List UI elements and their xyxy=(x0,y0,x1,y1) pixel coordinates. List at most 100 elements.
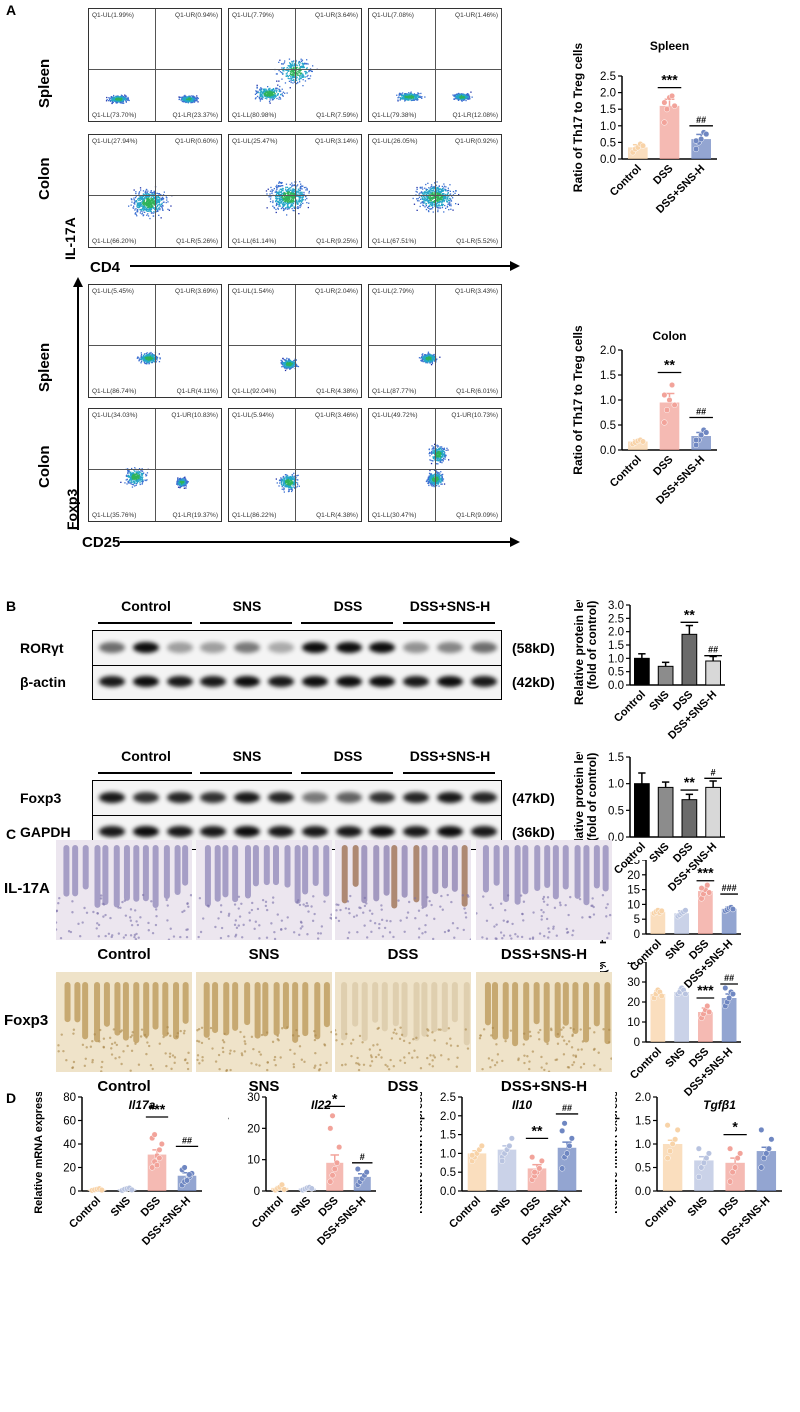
tissue-cell xyxy=(540,908,543,912)
tissue-cell xyxy=(335,1039,338,1042)
y-axis-label: Relative mRNA expression xyxy=(228,1092,229,1214)
tissue-cell xyxy=(223,1032,226,1036)
row-label-spleen: Spleen xyxy=(36,58,53,108)
tissue-cell xyxy=(187,905,190,908)
y-tick-label: 0 xyxy=(634,929,640,941)
tissue-cell xyxy=(109,916,112,920)
tissue-cell xyxy=(380,1056,383,1059)
tissue-crypt xyxy=(173,982,180,1040)
bar-chart: Spleen Ratio of Th17 to Treg cells 0.0 0.5 1… xyxy=(571,39,717,216)
tissue-cell xyxy=(96,911,99,915)
significance-mark: * xyxy=(732,1119,738,1135)
data-point xyxy=(706,889,713,896)
tissue-cell xyxy=(345,1032,348,1036)
chart-title: Il22 xyxy=(311,1098,331,1112)
data-point xyxy=(672,1136,679,1143)
tissue-cell xyxy=(413,897,417,900)
bar xyxy=(659,402,680,450)
blot-band xyxy=(301,642,328,653)
tissue-cell xyxy=(211,1047,214,1050)
blot-group-label: SNS xyxy=(232,748,262,764)
data-point xyxy=(663,106,670,113)
quadrant-label-ll: Q1-LL(80.98%) xyxy=(232,112,277,119)
tissue-crypt xyxy=(292,982,299,1043)
tissue-cell xyxy=(392,1065,396,1068)
tissue-cell xyxy=(273,937,277,940)
tissue-cell xyxy=(266,1061,269,1064)
data-point xyxy=(566,1142,573,1149)
tissue-cell xyxy=(244,1042,247,1046)
blot-band xyxy=(200,792,227,803)
tissue-cell xyxy=(122,1050,125,1053)
y-tick-label: 0.5 xyxy=(608,667,624,679)
tissue-cell xyxy=(522,1043,525,1046)
bar xyxy=(628,147,648,159)
y-tick-label: 5 xyxy=(634,914,640,926)
tissue-cell xyxy=(185,935,189,939)
gate-line-vertical xyxy=(155,9,156,121)
tissue-cell xyxy=(376,1043,379,1046)
blot-band xyxy=(166,792,193,803)
tissue-cell xyxy=(292,931,296,934)
tissue-cell xyxy=(593,1031,596,1034)
tissue-cell xyxy=(565,1042,568,1046)
quadrant-label-lr: Q1-LR(23.37%) xyxy=(172,112,218,119)
data-point xyxy=(734,1155,741,1162)
tissue-cell xyxy=(414,917,417,920)
data-point xyxy=(703,429,710,436)
y-axis-label: Relative protein level(fold of control) xyxy=(572,600,599,705)
tissue-cell xyxy=(248,919,252,922)
blot-band xyxy=(335,826,362,837)
blot-band xyxy=(335,642,362,653)
tissue-cell xyxy=(305,901,309,905)
tissue-cell xyxy=(356,930,359,934)
tissue-cell xyxy=(407,900,411,904)
tissue-cell xyxy=(528,1030,532,1033)
tissue-cell xyxy=(426,1034,429,1037)
tissue-cell xyxy=(182,1032,186,1035)
tissue-cell xyxy=(57,1044,60,1047)
tissue-cell xyxy=(433,917,436,921)
tissue-cell xyxy=(467,895,470,898)
tissue-crypt xyxy=(451,982,458,1023)
quadrant-label-lr: Q1-LR(4.38%) xyxy=(316,512,358,519)
tissue-cell xyxy=(571,1034,574,1038)
tissue-cell xyxy=(377,1053,380,1057)
tissue-cell xyxy=(593,1047,596,1051)
blot-band xyxy=(99,792,125,803)
histology-image xyxy=(196,840,332,940)
tissue-cell xyxy=(368,909,372,912)
tissue-cell xyxy=(517,1057,520,1060)
tissue-cell xyxy=(392,1031,395,1034)
y-axis-label-foxp3: Foxp3 xyxy=(64,488,80,530)
data-point xyxy=(153,1162,161,1169)
tissue-cell xyxy=(233,923,237,927)
tissue-cell xyxy=(313,912,316,916)
tissue-cell xyxy=(522,919,525,922)
tissue-cell xyxy=(85,911,89,915)
tissue-cell xyxy=(280,928,283,931)
tissue-cell xyxy=(490,1034,493,1037)
blot-band xyxy=(200,642,227,653)
tissue-cell xyxy=(528,937,532,940)
significance-mark: *** xyxy=(661,72,678,88)
tissue-cell xyxy=(273,1055,277,1059)
data-point xyxy=(695,1173,702,1180)
tissue-cell xyxy=(306,933,309,936)
tissue-crypt xyxy=(74,982,81,1023)
quadrant-label-ur: Q1-UR(10.73%) xyxy=(451,412,498,419)
data-point xyxy=(478,1142,485,1149)
y-tick-label: 1.5 xyxy=(608,752,624,764)
significance-mark: ### xyxy=(722,883,737,893)
tissue-cell xyxy=(368,1048,372,1051)
tissue-cell xyxy=(358,1063,361,1066)
tissue-cell xyxy=(265,908,269,912)
histology-group-label: DSS xyxy=(387,946,419,963)
tissue-cell xyxy=(186,1061,189,1065)
blot-group-line xyxy=(200,622,292,624)
tissue-cell xyxy=(198,1062,201,1065)
data-point xyxy=(499,1157,506,1164)
tissue-cell xyxy=(373,921,377,925)
blot-band xyxy=(403,792,430,803)
tissue-cell xyxy=(506,894,510,897)
